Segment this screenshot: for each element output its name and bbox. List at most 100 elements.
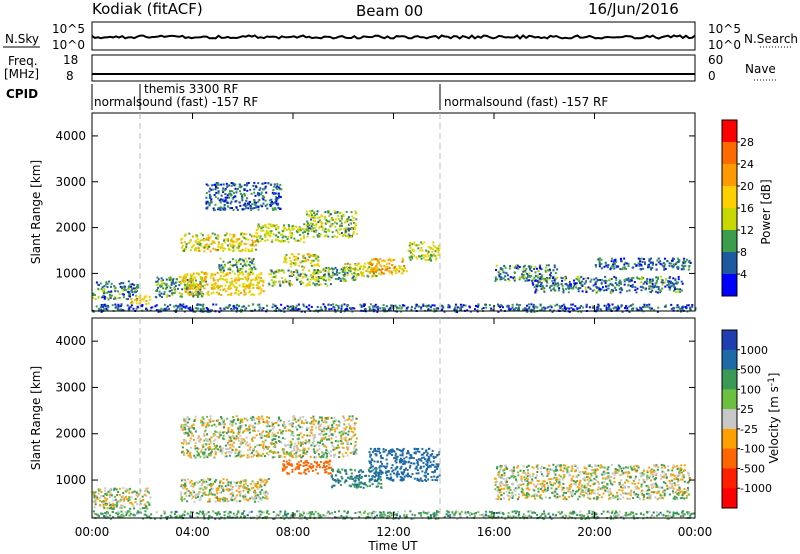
- power-cell: [305, 210, 308, 213]
- power-cell: [235, 240, 238, 243]
- power-cell: [533, 267, 536, 270]
- power-cell: [614, 258, 617, 261]
- velocity-cell: [414, 451, 417, 454]
- velocity-cell: [416, 469, 419, 472]
- power-cell: [376, 259, 379, 262]
- velocity-cell: [345, 451, 348, 454]
- power-cell: [370, 258, 373, 261]
- power-cell: [518, 278, 521, 281]
- velocity-cell: [230, 451, 233, 454]
- velocity-cell: [129, 507, 132, 510]
- power-cell: [388, 267, 391, 270]
- power-cell: [512, 308, 515, 311]
- power-cell: [290, 236, 293, 239]
- power-cell: [565, 307, 568, 310]
- velocity-cell: [321, 455, 324, 458]
- power-cell: [289, 309, 292, 312]
- velocity-cell: [260, 478, 263, 481]
- velocity-cell: [324, 461, 327, 464]
- velocity-cell: [97, 488, 100, 491]
- velocity-cell: [109, 507, 112, 510]
- power-cell: [260, 277, 263, 280]
- power-cell: [233, 244, 236, 247]
- power-cell: [172, 277, 175, 280]
- cpid-label: CPID: [6, 87, 38, 101]
- power-cell: [355, 232, 358, 235]
- power-cell: [296, 231, 299, 234]
- power-cell: [231, 243, 234, 246]
- velocity-cell: [396, 470, 399, 473]
- velocity-cell: [114, 498, 117, 501]
- power-cell: [604, 285, 607, 288]
- power-cell: [536, 289, 539, 292]
- power-cell: [172, 287, 175, 290]
- power-cell: [681, 264, 684, 267]
- power-cell: [251, 278, 254, 281]
- power-cell: [552, 275, 555, 278]
- power-cell: [554, 289, 557, 292]
- power-cell: [223, 203, 226, 206]
- power-cell: [408, 244, 411, 247]
- velocity-cell: [209, 482, 212, 485]
- velocity-cell: [356, 485, 359, 488]
- power-cell: [407, 249, 410, 252]
- power-cell: [378, 264, 381, 267]
- velocity-cell: [261, 445, 264, 448]
- velocity-cell: [105, 498, 108, 501]
- velocity-cell: [413, 452, 416, 455]
- velocity-cell: [254, 483, 257, 486]
- velocity-cell: [426, 465, 429, 468]
- power-cell: [98, 284, 101, 287]
- power-cell: [323, 278, 326, 281]
- power-cell: [343, 273, 346, 276]
- velocity-cell: [407, 452, 410, 455]
- velocity-cell: [184, 484, 187, 487]
- power-cell: [498, 270, 501, 273]
- power-cell: [342, 213, 345, 216]
- power-cell: [158, 293, 161, 296]
- power-cell: [382, 307, 385, 310]
- velocity-cell: [238, 500, 241, 503]
- velocity-cell: [244, 424, 247, 427]
- power-cell: [488, 304, 491, 307]
- velocity-cell: [110, 494, 113, 497]
- power-cell: [314, 231, 317, 234]
- power-cell: [502, 271, 505, 274]
- power-cell: [427, 255, 430, 258]
- velocity-cell: [431, 471, 434, 474]
- power-cell: [249, 233, 252, 236]
- power-cell: [670, 262, 673, 265]
- power-cell: [180, 241, 183, 244]
- velocity-cell: [264, 497, 267, 500]
- velocity-cell: [332, 478, 335, 481]
- power-cell: [551, 276, 554, 279]
- velocity-cell: [391, 448, 394, 451]
- power-cell: [340, 304, 343, 307]
- power-cell: [175, 277, 178, 280]
- velocity-cell: [223, 497, 226, 500]
- velocity-cell: [224, 455, 227, 458]
- velocity-cell: [183, 484, 186, 487]
- power-cell: [142, 298, 145, 301]
- power-cell: [613, 286, 616, 289]
- power-cell: [313, 269, 316, 272]
- power-cell: [296, 271, 299, 274]
- power-cell: [160, 285, 163, 288]
- power-cell: [355, 274, 358, 277]
- velocity-cell: [356, 483, 359, 486]
- power-cell: [180, 293, 183, 296]
- colorbar-tick-label: 28: [740, 136, 754, 149]
- power-cell: [643, 281, 646, 284]
- power-cell: [299, 273, 302, 276]
- velocity-cell: [391, 464, 394, 467]
- velocity-cell: [336, 446, 339, 449]
- power-cell: [253, 235, 256, 238]
- power-cell: [564, 283, 567, 286]
- velocity-cell: [228, 423, 231, 426]
- power-cell: [189, 249, 192, 252]
- power-cell: [245, 184, 248, 187]
- power-cell: [267, 182, 270, 185]
- velocity-cell: [112, 499, 115, 502]
- power-cell: [312, 264, 315, 267]
